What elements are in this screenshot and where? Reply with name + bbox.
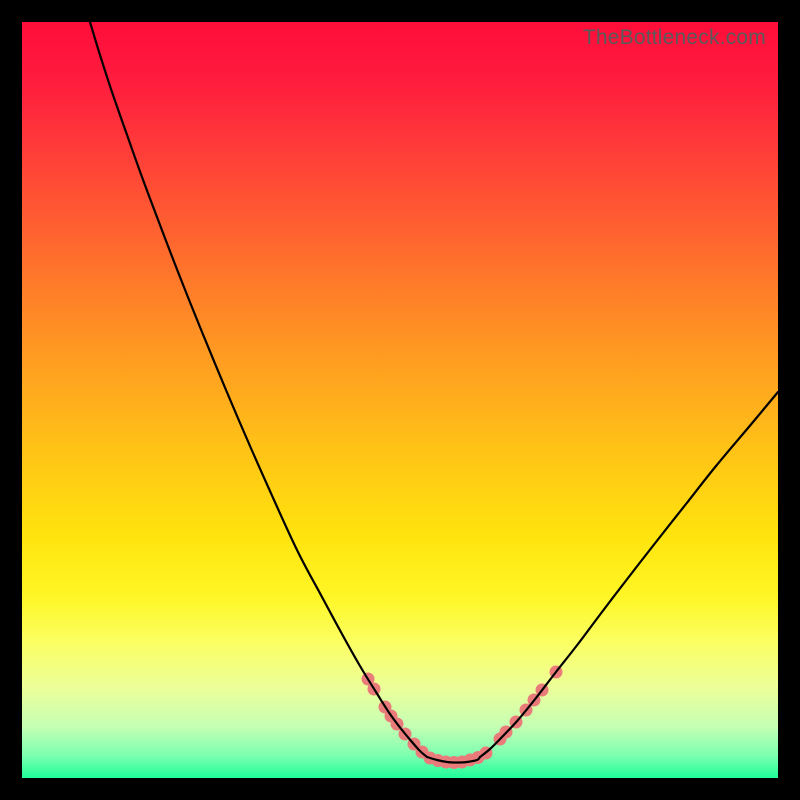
plot-area: TheBottleneck.com: [22, 22, 778, 778]
watermark-text: TheBottleneck.com: [583, 26, 766, 50]
chart-frame: TheBottleneck.com: [0, 0, 800, 800]
right-curve: [480, 392, 778, 757]
left-curve: [90, 22, 427, 757]
curves-layer: [22, 22, 778, 778]
